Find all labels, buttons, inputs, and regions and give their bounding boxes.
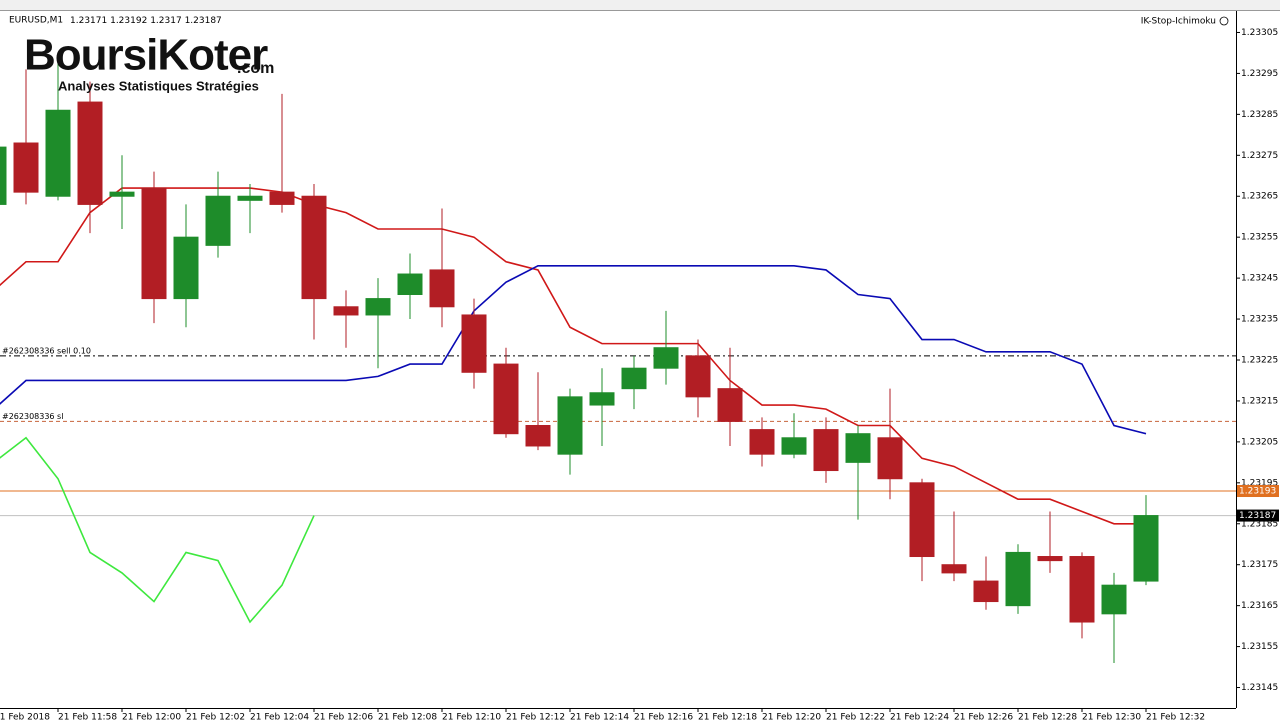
candle-body: [1069, 556, 1095, 623]
bid-marker-label: 1.23187: [1239, 511, 1276, 521]
price-tick-label: 1.23195: [1241, 478, 1278, 488]
candle-body: [13, 142, 39, 193]
price-tick-label: 1.23285: [1241, 110, 1278, 120]
price-tick-label: 1.23255: [1241, 233, 1278, 243]
indicator-name: IK-Stop-Ichimoku: [1141, 17, 1216, 27]
candle-body: [749, 429, 775, 455]
time-tick-label: 21 Feb 12:18: [698, 713, 757, 720]
time-tick-label: 21 Feb 2018: [0, 713, 50, 720]
price-tick-label: 1.23245: [1241, 274, 1278, 284]
indicator-icon: [1219, 16, 1229, 26]
time-tick-label: 21 Feb 12:24: [890, 713, 949, 720]
level-label: #262308336 sl: [2, 412, 63, 421]
time-tick-label: 21 Feb 12:08: [378, 713, 437, 720]
candle-body: [237, 195, 263, 201]
time-tick-label: 21 Feb 12:16: [634, 713, 693, 720]
candle-body: [1037, 556, 1063, 562]
candle-body: [1005, 551, 1031, 607]
time-tick-label: 21 Feb 12:06: [314, 713, 373, 720]
time-tick-label: 21 Feb 12:10: [442, 713, 501, 720]
candle-body: [301, 195, 327, 300]
candle-body: [429, 269, 455, 308]
candle-body: [397, 273, 423, 295]
price-tick-label: 1.23155: [1241, 642, 1278, 652]
indicator-line: [0, 187, 1146, 525]
candle-body: [781, 437, 807, 455]
time-tick-label: 21 Feb 12:14: [570, 713, 629, 720]
candle-body: [0, 146, 7, 205]
candle-body: [269, 191, 295, 205]
ohlc-readout: 1.23171 1.23192 1.2317 1.23187: [70, 16, 222, 26]
logo: BoursiKoter .com Analyses Statistiques S…: [24, 31, 274, 94]
price-tick-label: 1.23295: [1241, 69, 1278, 79]
candle-body: [45, 109, 71, 197]
candle-body: [173, 236, 199, 300]
candle-body: [493, 363, 519, 435]
time-tick-label: 21 Feb 12:20: [762, 713, 821, 720]
candle-body: [813, 429, 839, 472]
price-tick-label: 1.23275: [1241, 151, 1278, 161]
candle-body: [941, 564, 967, 574]
candle-body: [909, 482, 935, 558]
time-tick-label: 21 Feb 12:00: [122, 713, 181, 720]
time-tick-label: 21 Feb 12:12: [506, 713, 565, 720]
price-tick-label: 1.23235: [1241, 315, 1278, 325]
candle-body: [685, 355, 711, 398]
candle-body: [589, 392, 615, 406]
price-tick-label: 1.23225: [1241, 356, 1278, 366]
time-tick-label: 21 Feb 12:32: [1146, 713, 1205, 720]
price-tick-label: 1.23305: [1241, 28, 1278, 38]
candle-body: [621, 367, 647, 390]
price-tick-label: 1.23185: [1241, 519, 1278, 529]
candle-body: [1101, 584, 1127, 615]
indicator-line: [0, 265, 1147, 435]
candle-body: [1133, 515, 1159, 582]
ohlc-value: 1.2317: [150, 16, 182, 26]
top-bar: [0, 0, 1280, 10]
ohlc-value: 1.23187: [185, 16, 222, 26]
time-tick-label: 21 Feb 12:26: [954, 713, 1013, 720]
candle-body: [525, 425, 551, 447]
candle-body: [557, 396, 583, 455]
candle-body: [205, 195, 231, 246]
time-tick-label: 21 Feb 11:58: [58, 713, 117, 720]
candle-body: [877, 437, 903, 480]
price-tick-label: 1.23165: [1241, 601, 1278, 611]
candle-body: [653, 347, 679, 369]
candle-body: [461, 314, 487, 373]
logo-domain: .com: [237, 60, 274, 77]
price-tick-label: 1.23175: [1241, 560, 1278, 570]
symbol-label: EURUSD,M1: [9, 16, 63, 26]
price-tick-label: 1.23145: [1241, 683, 1278, 693]
candle-body: [141, 187, 167, 300]
time-tick-label: 21 Feb 12:04: [250, 713, 309, 720]
candle-body: [77, 101, 103, 205]
price-marker: [1237, 485, 1279, 498]
price-tick-label: 1.23215: [1241, 396, 1278, 406]
candle-body: [109, 191, 135, 197]
logo-title: BoursiKoter: [24, 31, 268, 80]
candle-body: [333, 306, 359, 316]
plot-area: #262308336 sell 0.10 #262308336 sl: [0, 57, 1236, 663]
candle-body: [365, 298, 391, 316]
ohlc-value: 1.23171: [70, 16, 107, 26]
candle-body: [973, 580, 999, 603]
candle-body: [845, 433, 871, 463]
candle-body: [717, 388, 743, 422]
time-tick-label: 21 Feb 12:28: [1018, 713, 1077, 720]
price-tick-label: 1.23205: [1241, 437, 1278, 447]
ohlc-value: 1.23192: [110, 16, 147, 26]
price-tick-label: 1.23265: [1241, 192, 1278, 202]
bid-marker: [1237, 509, 1279, 522]
time-tick-label: 21 Feb 12:22: [826, 713, 885, 720]
indicator-line: [0, 436, 315, 624]
price-marker-label: 1.23193: [1239, 487, 1276, 497]
time-tick-label: 21 Feb 12:02: [186, 713, 245, 720]
logo-tagline: Analyses Statistiques Stratégies: [58, 78, 259, 93]
level-label: #262308336 sell 0.10: [2, 346, 91, 355]
time-tick-label: 21 Feb 12:30: [1082, 713, 1141, 720]
